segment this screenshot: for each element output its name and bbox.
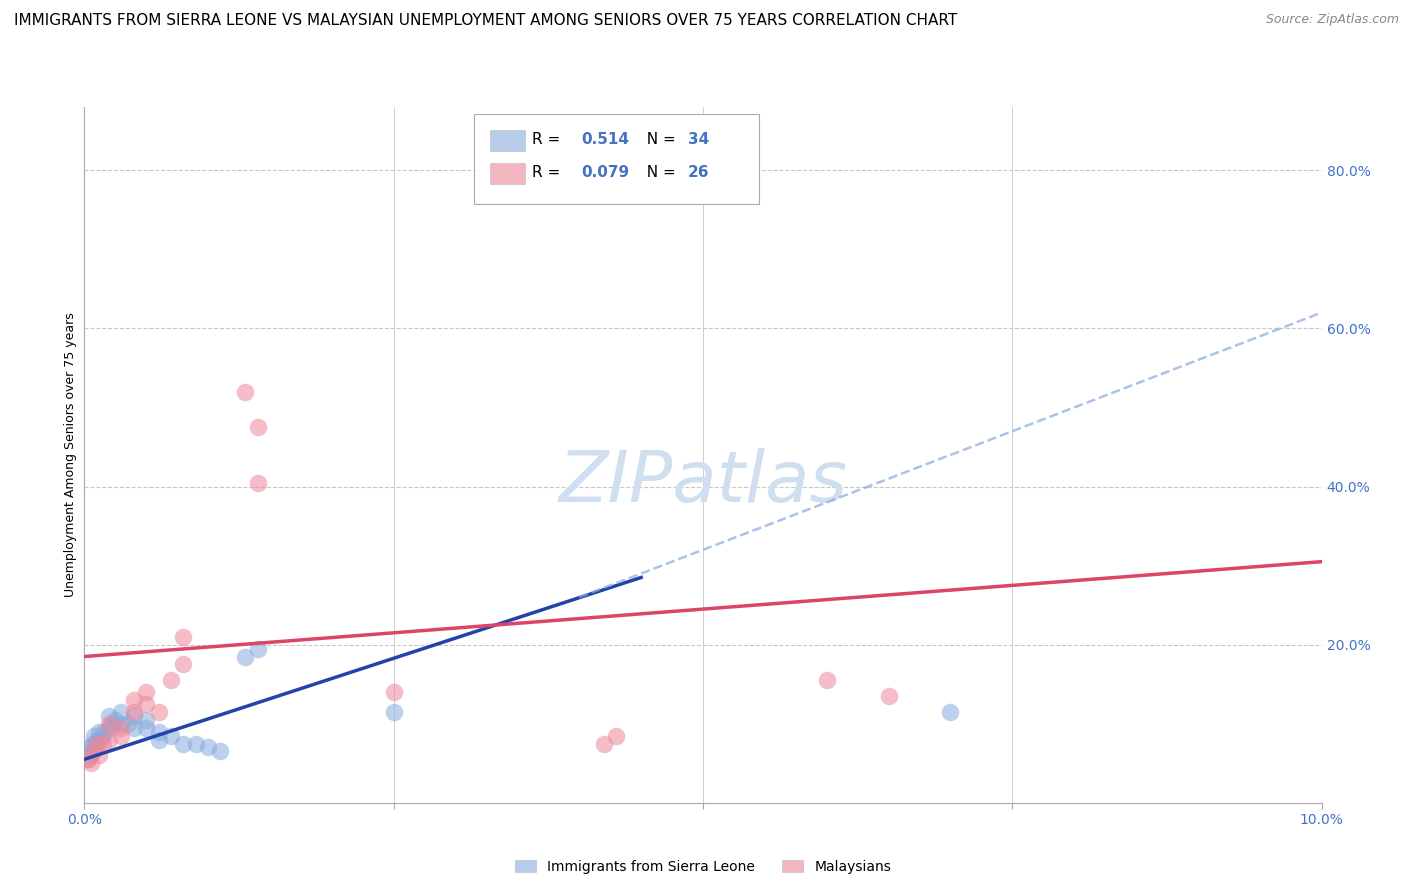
Point (98, 708, 121, 723)
Point (233, 384, 256, 399)
Point (89, 748, 111, 763)
Point (148, 724, 170, 739)
Text: R =: R = (533, 132, 565, 147)
Point (82, 744, 104, 758)
Point (246, 641, 269, 656)
Text: R =: R = (533, 165, 565, 180)
Point (246, 420, 269, 434)
Point (184, 737, 207, 751)
Point (877, 689, 900, 703)
Point (135, 697, 157, 711)
Point (122, 708, 145, 723)
Text: IMMIGRANTS FROM SIERRA LEONE VS MALAYSIAN UNEMPLOYMENT AMONG SENIORS OVER 75 YEA: IMMIGRANTS FROM SIERRA LEONE VS MALAYSIA… (14, 13, 957, 29)
Point (135, 721, 157, 735)
Point (77, 752, 100, 766)
Point (939, 705, 962, 719)
Point (93, 724, 115, 739)
Point (160, 673, 183, 688)
Text: 0.514: 0.514 (582, 132, 630, 147)
Point (100, 716, 122, 731)
Point (197, 740, 219, 755)
Point (110, 716, 132, 731)
Point (122, 705, 145, 719)
Text: 34: 34 (688, 132, 710, 147)
FancyBboxPatch shape (474, 114, 759, 204)
Point (79, 740, 101, 755)
Point (117, 716, 139, 731)
Y-axis label: Unemployment Among Seniors over 75 years: Unemployment Among Seniors over 75 years (65, 312, 77, 598)
Point (593, 737, 616, 751)
Point (122, 721, 145, 735)
Point (148, 705, 170, 719)
Point (84, 737, 107, 751)
Text: 26: 26 (688, 165, 710, 180)
Point (160, 729, 183, 743)
Point (233, 649, 256, 664)
Point (104, 713, 127, 727)
Point (110, 721, 132, 735)
Point (110, 705, 132, 719)
Point (77, 752, 100, 766)
Point (605, 729, 627, 743)
Point (98, 732, 121, 747)
Point (91, 737, 114, 751)
Point (122, 693, 145, 707)
Text: N =: N = (637, 165, 681, 180)
Point (148, 732, 170, 747)
Point (79, 748, 101, 763)
Point (91, 729, 114, 743)
Point (83, 729, 105, 743)
Point (86, 732, 108, 747)
Text: ZIPatlas: ZIPatlas (558, 449, 848, 517)
Point (209, 744, 232, 758)
Text: 0.079: 0.079 (582, 165, 630, 180)
Point (246, 475, 269, 490)
Point (98, 721, 121, 735)
Point (172, 657, 194, 672)
Point (98, 716, 121, 731)
Point (86, 737, 108, 751)
Point (172, 737, 194, 751)
Point (135, 685, 157, 699)
Point (110, 729, 132, 743)
Point (80, 744, 103, 758)
Text: N =: N = (637, 132, 681, 147)
Bar (491, 162, 524, 184)
Point (382, 685, 405, 699)
Point (89, 732, 111, 747)
Point (82, 737, 104, 751)
Point (815, 673, 838, 688)
Legend: Immigrants from Sierra Leone, Malaysians: Immigrants from Sierra Leone, Malaysians (509, 855, 897, 880)
Bar (491, 130, 524, 151)
Point (135, 713, 157, 727)
Point (79, 756, 101, 771)
Point (89, 724, 111, 739)
Point (382, 705, 405, 719)
Point (172, 630, 194, 644)
Text: Source: ZipAtlas.com: Source: ZipAtlas.com (1265, 13, 1399, 27)
